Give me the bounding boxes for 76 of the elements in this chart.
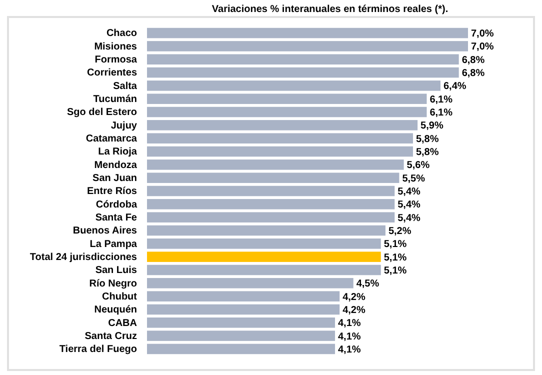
y-tick-label: San Luis — [95, 265, 138, 276]
y-tick-label: Sgo del Estero — [66, 107, 137, 118]
bar — [147, 160, 404, 170]
data-label: 5,8% — [416, 147, 439, 158]
bar — [147, 199, 395, 210]
bar — [147, 28, 468, 38]
bar — [147, 80, 440, 91]
data-label: 5,1% — [384, 239, 407, 250]
y-tick-label: Tucumán — [93, 94, 137, 106]
bar — [147, 252, 381, 262]
y-tick-label: La Rioja — [98, 146, 138, 158]
bar — [147, 146, 413, 157]
bar — [147, 238, 381, 249]
y-tick-label: Corrientes — [86, 68, 138, 79]
y-tick-label: Mendoza — [94, 160, 138, 171]
data-label: 5,4% — [398, 200, 421, 211]
bar — [147, 318, 336, 328]
y-tick-label: San Juan — [92, 173, 137, 184]
bar — [147, 186, 395, 196]
data-label: 7,0% — [471, 28, 494, 40]
bar — [147, 225, 386, 236]
bar — [147, 120, 418, 130]
y-tick-label: Santa Fe — [95, 212, 138, 224]
data-label: 5,2% — [388, 226, 412, 237]
y-tick-label: Salta — [113, 80, 138, 92]
data-label: 5,8% — [416, 134, 439, 145]
y-tick-label: Jujuy — [110, 120, 138, 132]
data-label: 6,4% — [443, 81, 466, 92]
data-label: 5,1% — [384, 265, 407, 276]
bar — [147, 106, 427, 118]
data-label: 4,1% — [338, 318, 361, 330]
data-label: 5,4% — [398, 186, 421, 198]
data-label: 7,0% — [471, 42, 494, 53]
bar — [147, 94, 427, 104]
data-label: 5,1% — [384, 252, 407, 264]
data-label: 6,1% — [430, 108, 453, 119]
data-label: 6,1% — [430, 94, 453, 106]
bar — [147, 330, 336, 341]
data-label: 5,5% — [402, 173, 426, 184]
chart-title: Variaciones % interanuales en términos reales (*). — [212, 4, 448, 15]
y-tick-label: Chaco — [106, 28, 137, 40]
bar — [147, 133, 413, 144]
data-label: 5,4% — [398, 212, 421, 224]
y-tick-label: Misiones — [94, 41, 138, 52]
y-tick-label: Entre Ríos — [86, 186, 138, 198]
bar — [147, 212, 395, 222]
bar — [147, 264, 381, 276]
data-label: 4,5% — [356, 278, 380, 290]
data-label: 4,2% — [342, 304, 366, 316]
bar — [147, 278, 354, 288]
bar — [147, 41, 468, 52]
data-label: 4,1% — [338, 344, 361, 356]
bar — [147, 54, 459, 64]
bar — [147, 291, 340, 302]
y-tick-label: Córdoba — [96, 199, 138, 210]
y-tick-label: CABA — [108, 318, 137, 329]
bar — [147, 304, 340, 315]
y-tick-label: Tierra del Fuego — [59, 344, 137, 356]
y-tick-label: Formosa — [94, 54, 138, 66]
bar — [147, 67, 459, 78]
data-label: 4,1% — [338, 331, 361, 342]
y-tick-label: Río Negro — [89, 278, 137, 290]
data-label: 5,9% — [420, 120, 444, 132]
y-tick-label: Chubut — [102, 292, 138, 303]
y-tick-label: La Pampa — [90, 238, 138, 250]
data-label: 5,6% — [406, 160, 430, 172]
bar — [147, 172, 400, 183]
y-tick-label: Neuquén — [94, 304, 137, 316]
y-tick-label: Total 24 jurisdicciones — [30, 252, 138, 264]
y-tick-label: Catamarca — [86, 134, 138, 145]
bar — [147, 344, 336, 354]
y-tick-label: Buenos Aires — [72, 226, 138, 237]
data-label: 6,8% — [462, 54, 485, 66]
data-label: 6,8% — [462, 68, 485, 80]
y-tick-label: Santa Cruz — [84, 331, 137, 342]
data-label: 4,2% — [342, 292, 366, 303]
